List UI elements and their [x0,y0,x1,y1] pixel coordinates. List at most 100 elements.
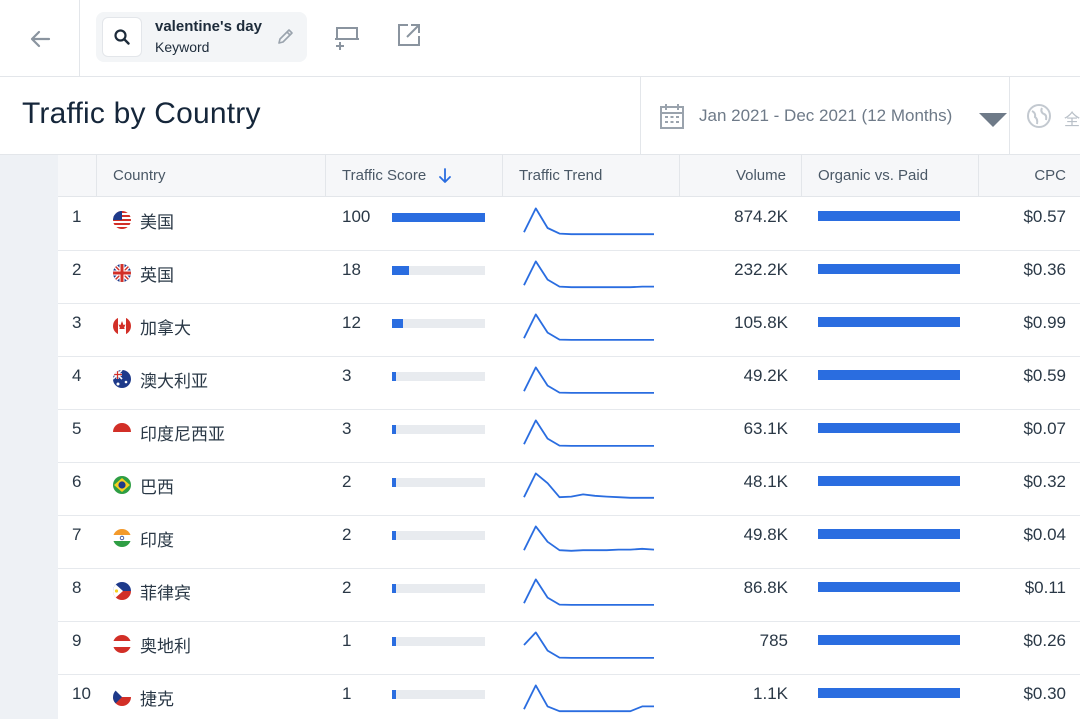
back-button[interactable] [0,0,80,77]
table-row[interactable]: 4 澳大利亚 3 49.2K $0.59 [58,357,1080,410]
trend-line [523,684,654,713]
column-header-volume[interactable]: Volume [735,167,786,184]
add-to-list-icon[interactable] [332,22,362,52]
rank-cell: 7 [72,525,82,544]
volume-value: 48.1K [743,472,788,491]
traffic-score-value: 12 [342,313,361,332]
flag-icon [113,529,131,547]
keyword-text: valentine's day [155,18,262,35]
chevron-down-icon [979,113,1007,127]
traffic-score-fill [392,478,396,487]
traffic-score-bar [392,584,485,593]
country-link[interactable]: 美国 [140,213,174,232]
organic-vs-paid-bar [818,582,960,592]
country-link[interactable]: 捷克 [140,690,174,709]
traffic-score-fill [392,531,396,540]
traffic-score-fill [392,690,396,699]
traffic-score-bar [392,372,485,381]
keyword-type: Keyword [155,39,210,55]
table-row[interactable]: 8 菲律宾 2 86.8K $0.11 [58,569,1080,622]
region-label[interactable]: 全 [1064,112,1080,129]
traffic-score-fill [392,319,404,328]
traffic-trend-sparkline [523,578,654,606]
volume-value: 49.8K [743,525,788,544]
external-link-icon[interactable] [396,22,422,48]
search-icon [114,29,130,45]
table-row[interactable]: 9 奥地利 1 785 $0.26 [58,622,1080,675]
country-link[interactable]: 巴西 [140,478,174,497]
organic-vs-paid-bar [818,476,960,486]
country-table: Country Traffic Score Traffic Trend Volu… [58,155,1080,719]
flag-icon [113,476,131,494]
table-row[interactable]: 1 美国 100 874.2K $0.57 [58,198,1080,251]
country-link[interactable]: 印度尼西亚 [140,425,225,444]
traffic-score-bar [392,266,485,275]
column-header-traffic-score[interactable]: Traffic Score [342,155,452,197]
organic-vs-paid-bar [818,370,960,380]
trend-line [523,578,654,606]
country-link[interactable]: 英国 [140,266,174,285]
country-link[interactable]: 澳大利亚 [140,372,208,391]
keyword-chip[interactable]: valentine's day Keyword [96,12,307,62]
traffic-trend-sparkline [523,419,654,447]
search-button[interactable] [102,17,142,57]
country-link[interactable]: 菲律宾 [140,584,191,603]
organic-vs-paid-bar [818,635,960,645]
traffic-score-value: 2 [342,472,352,491]
traffic-score-bar [392,319,485,328]
volume-value: 63.1K [743,419,788,438]
column-header-country[interactable]: Country [113,167,166,184]
organic-vs-paid-bar [818,423,960,433]
rank-cell: 10 [72,684,91,703]
table-row[interactable]: 5 印度尼西亚 3 63.1K $0.07 [58,410,1080,463]
traffic-score-fill [392,425,396,434]
table-row[interactable]: 2 英国 18 232.2K $0.36 [58,251,1080,304]
country-link[interactable]: 加拿大 [140,319,191,338]
table-row[interactable]: 3 加拿大 12 105.8K $0.99 [58,304,1080,357]
flag-icon [113,423,131,441]
globe-icon[interactable] [1026,103,1052,129]
flag-icon [113,688,131,706]
traffic-score-value: 3 [342,366,352,385]
column-header-organic-vs-paid[interactable]: Organic vs. Paid [818,167,929,184]
traffic-trend-sparkline [523,313,654,341]
date-range-picker[interactable]: Jan 2021 - Dec 2021 (12 Months) [640,77,1010,155]
country-link[interactable]: 印度 [140,531,174,550]
traffic-score-bar [392,531,485,540]
trend-line [523,313,654,341]
cpc-value: $0.26 [1023,631,1066,650]
cpc-value: $0.99 [1023,313,1066,332]
trend-line [523,472,654,499]
table-row[interactable]: 7 印度 2 49.8K $0.04 [58,516,1080,569]
traffic-score-value: 100 [342,207,371,226]
rank-cell: 3 [72,313,82,332]
cpc-value: $0.59 [1023,366,1066,385]
rank-cell: 5 [72,419,82,438]
country-link[interactable]: 奥地利 [140,637,191,656]
date-range-label: Jan 2021 - Dec 2021 (12 Months) [699,106,953,125]
flag-icon [113,582,131,600]
traffic-score-fill [392,584,396,593]
pencil-icon[interactable] [276,26,296,46]
cpc-value: $0.36 [1023,260,1066,279]
traffic-score-bar [392,213,485,222]
traffic-trend-sparkline [523,631,654,659]
volume-value: 874.2K [734,207,788,226]
table-header: Country Traffic Score Traffic Trend Volu… [58,155,1080,197]
traffic-trend-sparkline [523,366,654,394]
page-header: Traffic by Country Jan 2021 - Dec 2021 (… [0,77,1080,155]
column-header-cpc[interactable]: CPC [1034,167,1066,184]
left-panel [0,155,58,719]
traffic-score-fill [392,213,485,222]
table-row[interactable]: 10 捷克 1 1.1K $0.30 [58,675,1080,719]
trend-line [523,525,655,552]
cpc-value: $0.04 [1023,525,1066,544]
column-header-traffic-trend[interactable]: Traffic Trend [519,167,603,184]
flag-icon [113,211,131,229]
table-row[interactable]: 6 巴西 2 48.1K $0.32 [58,463,1080,516]
volume-value: 1.1K [753,684,788,703]
arrow-left-icon [30,30,50,47]
flag-icon [113,264,131,282]
rank-cell: 1 [72,207,82,226]
calendar-icon [660,104,684,129]
